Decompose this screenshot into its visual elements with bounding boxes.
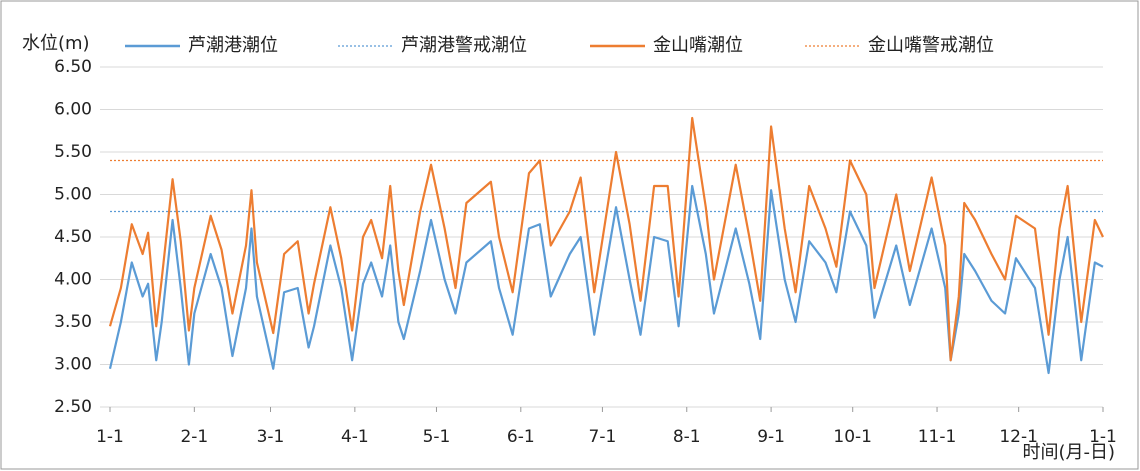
y-axis-label: 水位(m): [22, 33, 90, 54]
y-tick-label: 5.50: [54, 142, 92, 162]
x-tick-label: 6-1: [507, 427, 535, 447]
x-tick-label: 2-1: [180, 427, 208, 447]
legend-label: 金山嘴潮位: [653, 35, 743, 56]
legend-label: 芦潮港警戒潮位: [401, 35, 527, 56]
x-tick-label: 3-1: [257, 427, 285, 447]
y-tick-label: 6.00: [54, 100, 92, 120]
line-series: [108, 184, 1104, 375]
x-tick-label: 7-1: [589, 427, 617, 447]
y-tick-label: 2.50: [54, 397, 92, 417]
y-tick-label: 3.50: [54, 312, 92, 332]
y-tick-label: 4.50: [54, 227, 92, 247]
x-tick-label: 11-1: [918, 427, 957, 447]
x-tick-label: 5-1: [423, 427, 451, 447]
line-series: [108, 116, 1104, 362]
y-tick-label: 6.50: [54, 57, 92, 77]
x-axis-label: 时间(月-日): [1022, 442, 1115, 463]
x-tick-label: 1-1: [1089, 427, 1117, 447]
x-tick-label: 10-1: [833, 427, 872, 447]
x-tick-label: 12-1: [999, 427, 1038, 447]
x-tick-label: 8-1: [673, 427, 701, 447]
y-tick-label: 5.00: [54, 185, 92, 205]
y-tick-label: 4.00: [54, 270, 92, 290]
legend-label: 芦潮港潮位: [188, 35, 278, 56]
x-tick-label: 9-1: [757, 427, 785, 447]
x-tick-label: 4-1: [341, 427, 369, 447]
x-tick-label: 1-1: [96, 427, 124, 447]
y-tick-label: 3.00: [54, 355, 92, 375]
legend-label: 金山嘴警戒潮位: [868, 35, 994, 56]
